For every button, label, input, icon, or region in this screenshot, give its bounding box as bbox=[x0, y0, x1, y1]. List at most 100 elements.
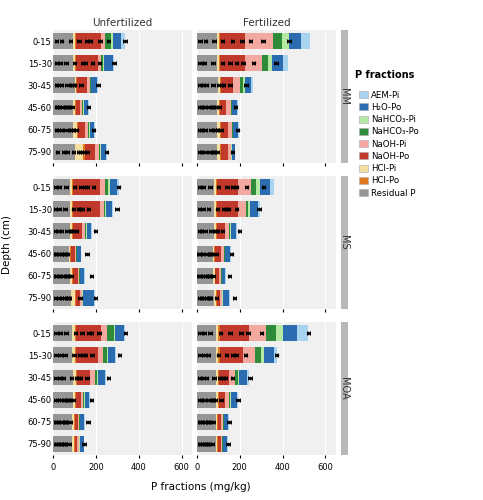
Bar bbox=[103, 55, 104, 71]
Bar bbox=[217, 122, 220, 138]
Bar bbox=[225, 224, 229, 240]
Legend: AEM-Pi, H₂O-Po, NaHCO₃-Pi, NaHCO₃-Po, NaOH-Pi, NaOH-Po, HCl-Pi, HCl-Po, Residual: AEM-Pi, H₂O-Po, NaHCO₃-Pi, NaHCO₃-Po, Na… bbox=[359, 90, 419, 198]
Bar bbox=[283, 55, 288, 71]
Bar bbox=[250, 202, 258, 218]
Bar bbox=[236, 224, 238, 240]
Bar bbox=[197, 179, 214, 195]
Bar bbox=[97, 370, 98, 386]
Bar bbox=[84, 414, 85, 430]
Bar bbox=[110, 179, 117, 195]
Bar bbox=[272, 33, 282, 49]
Bar bbox=[274, 348, 277, 364]
Bar bbox=[75, 392, 76, 407]
Bar bbox=[218, 392, 219, 407]
Bar bbox=[111, 33, 113, 49]
Bar bbox=[80, 414, 84, 430]
Bar bbox=[197, 268, 213, 283]
Bar bbox=[113, 202, 114, 218]
Bar bbox=[251, 179, 256, 195]
Bar bbox=[216, 179, 217, 195]
Bar bbox=[197, 392, 216, 407]
Bar bbox=[213, 246, 214, 262]
Bar bbox=[115, 326, 124, 341]
Bar bbox=[53, 290, 71, 306]
Bar bbox=[53, 246, 69, 262]
Bar bbox=[218, 370, 219, 386]
Bar bbox=[53, 436, 72, 452]
Bar bbox=[73, 55, 75, 71]
Bar bbox=[245, 78, 251, 94]
Bar bbox=[230, 100, 232, 116]
Bar bbox=[264, 348, 274, 364]
Bar bbox=[76, 392, 81, 407]
Bar bbox=[78, 122, 85, 138]
Bar bbox=[100, 144, 101, 160]
Bar bbox=[101, 55, 103, 71]
Bar bbox=[232, 122, 233, 138]
Bar bbox=[238, 122, 239, 138]
Bar bbox=[100, 179, 105, 195]
Bar bbox=[214, 202, 216, 218]
Bar bbox=[105, 33, 111, 49]
Bar bbox=[108, 348, 115, 364]
Bar bbox=[219, 55, 220, 71]
Bar bbox=[75, 33, 76, 49]
Bar bbox=[197, 414, 216, 430]
Bar bbox=[235, 370, 238, 386]
Bar bbox=[73, 100, 75, 116]
Bar bbox=[247, 370, 249, 386]
Bar bbox=[245, 33, 272, 49]
Bar bbox=[246, 202, 248, 218]
Bar bbox=[121, 33, 125, 49]
Bar bbox=[220, 290, 222, 306]
Bar bbox=[86, 224, 91, 240]
Bar bbox=[74, 326, 76, 341]
Bar bbox=[221, 122, 228, 138]
Bar bbox=[243, 348, 255, 364]
Bar bbox=[70, 246, 71, 262]
Bar bbox=[228, 392, 230, 407]
Bar bbox=[72, 326, 74, 341]
Bar bbox=[224, 246, 225, 262]
Bar bbox=[238, 202, 246, 218]
Bar bbox=[197, 78, 218, 94]
Bar bbox=[272, 55, 283, 71]
Bar bbox=[89, 78, 91, 94]
Bar bbox=[220, 326, 249, 341]
Bar bbox=[83, 290, 95, 306]
Bar bbox=[70, 268, 72, 283]
Bar bbox=[231, 224, 236, 240]
Bar bbox=[217, 224, 225, 240]
Bar bbox=[124, 326, 125, 341]
Bar bbox=[237, 100, 238, 116]
Bar bbox=[230, 224, 231, 240]
Bar bbox=[217, 55, 219, 71]
Bar bbox=[53, 224, 70, 240]
Bar bbox=[225, 414, 228, 430]
Bar bbox=[215, 246, 221, 262]
Bar bbox=[225, 246, 230, 262]
Bar bbox=[104, 55, 113, 71]
Bar bbox=[76, 100, 80, 116]
Bar bbox=[89, 392, 90, 407]
Bar bbox=[197, 55, 217, 71]
Bar bbox=[217, 202, 238, 218]
Bar bbox=[225, 392, 228, 407]
Bar bbox=[222, 268, 226, 283]
Text: MM: MM bbox=[339, 88, 349, 105]
Bar bbox=[89, 122, 94, 138]
Bar bbox=[238, 179, 251, 195]
Bar bbox=[260, 179, 270, 195]
Bar bbox=[75, 246, 76, 262]
Bar bbox=[103, 348, 107, 364]
Bar bbox=[98, 55, 101, 71]
Bar bbox=[74, 78, 76, 94]
Bar bbox=[105, 202, 106, 218]
Bar bbox=[75, 100, 76, 116]
Bar bbox=[72, 179, 73, 195]
Bar bbox=[228, 370, 235, 386]
Bar bbox=[77, 78, 87, 94]
Bar bbox=[83, 392, 84, 407]
Bar bbox=[73, 33, 75, 49]
Bar bbox=[220, 100, 226, 116]
